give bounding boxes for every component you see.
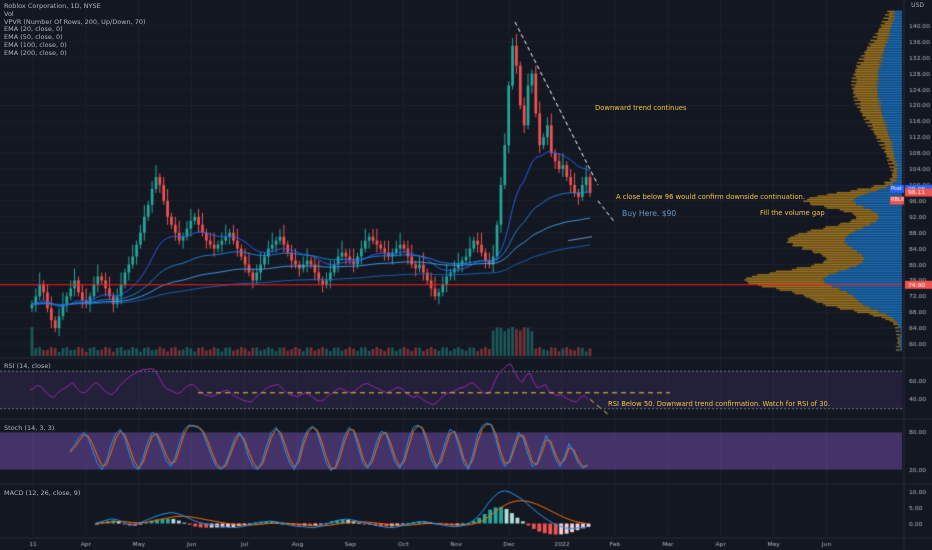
- annotation-volume-gap: Fill the volume gap: [760, 209, 825, 217]
- legend-ema100: EMA (100, close, 0): [4, 40, 67, 49]
- legend-volume: Vol: [4, 9, 14, 18]
- rsi-pane-label: RSI (14, close): [4, 362, 51, 370]
- annotation-buy: Buy Here. $90: [622, 209, 677, 218]
- annotation-close-below: A close below 96 would confirm downside …: [616, 193, 806, 201]
- symbol-title: Roblox Corporation, 1D, NYSE: [4, 2, 101, 10]
- chart-legend: Roblox Corporation, 1D, NYSE Vol VPVR (N…: [4, 2, 146, 58]
- legend-vpvr: VPVR (Number Of Rows, 200, Up/Down, 70): [4, 17, 146, 26]
- macd-pane-label: MACD (12, 26, close, 9): [4, 489, 81, 497]
- annotation-trend: Downward trend continues: [595, 104, 687, 112]
- legend-ema20: EMA (20, close, 0): [4, 25, 63, 34]
- annotation-rsi: RSI Below 50. Downward trend confirmatio…: [608, 400, 831, 408]
- currency-label: USD: [911, 2, 924, 9]
- stoch-pane-label: Stoch (14, 3, 3): [4, 424, 55, 432]
- legend-ema200: EMA (200, close, 0): [4, 48, 67, 57]
- legend-ema50: EMA (50, close, 0): [4, 33, 63, 42]
